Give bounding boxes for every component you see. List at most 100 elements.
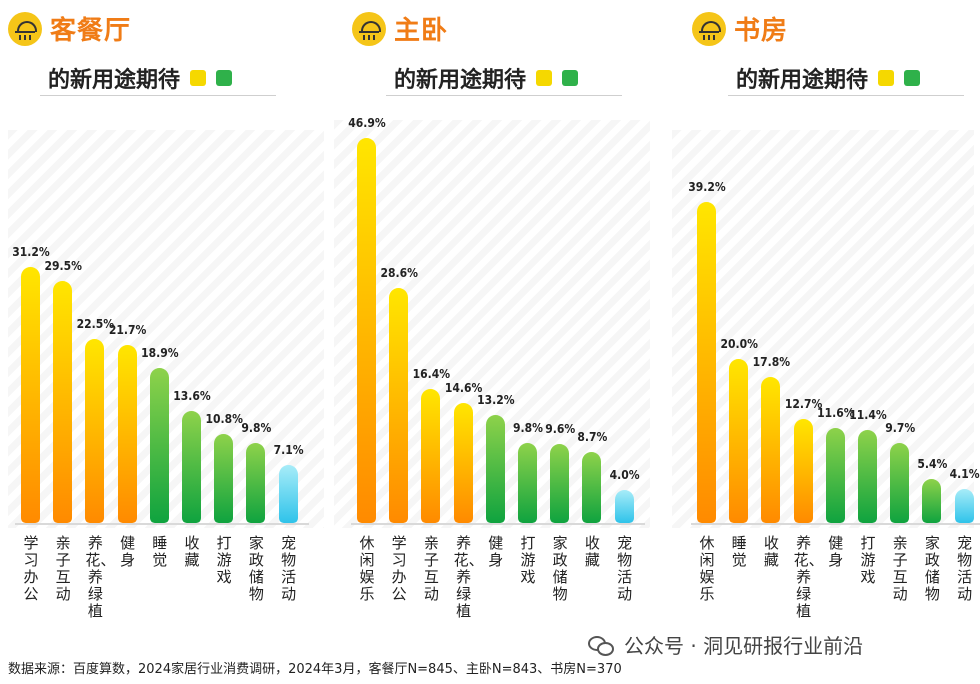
panel-subtitle-row: 的新用途期待 xyxy=(48,62,233,94)
chart-baseline xyxy=(15,523,309,525)
category-label: 休闲娱乐 xyxy=(359,534,375,603)
data-label: 14.6% xyxy=(444,381,483,396)
panel-subtitle-row: 的新用途期待 xyxy=(394,62,579,94)
bar xyxy=(85,338,105,523)
legend-green-swatch xyxy=(562,70,579,86)
category-label: 健身 xyxy=(120,534,136,569)
legend-yellow-swatch xyxy=(878,70,895,86)
data-label: 11.6% xyxy=(817,405,855,420)
bar xyxy=(214,434,234,523)
data-label: 13.6% xyxy=(173,389,211,404)
bar xyxy=(357,138,376,523)
category-label: 学习办公 xyxy=(23,534,39,603)
category-label: 亲子互动 xyxy=(55,534,71,603)
bar xyxy=(697,201,716,523)
panel-subtitle: 的新用途期待 xyxy=(394,68,527,93)
category-label: 亲子互动 xyxy=(892,534,908,603)
bar xyxy=(149,368,169,523)
data-label: 9.8% xyxy=(513,420,543,435)
category-label: 养花、养绿植 xyxy=(85,534,116,620)
category-label: 学习办公 xyxy=(391,534,407,603)
data-label: 17.8% xyxy=(752,355,791,370)
lamp-icon xyxy=(352,11,386,46)
category-label: 打游戏 xyxy=(860,534,876,586)
panel-title: 书房 xyxy=(734,16,789,46)
bar xyxy=(550,444,570,523)
bar xyxy=(954,489,974,523)
category-label: 养花、养绿植 xyxy=(793,534,824,620)
data-label: 13.2% xyxy=(477,392,515,407)
data-label: 46.9% xyxy=(348,116,386,131)
data-label: 22.5% xyxy=(76,316,115,331)
panel-header-2: 主卧 xyxy=(352,10,448,47)
category-label: 睡觉 xyxy=(152,534,168,569)
panel-title: 客餐厅 xyxy=(50,16,132,46)
data-label: 18.9% xyxy=(141,346,179,361)
bar xyxy=(858,429,877,523)
wechat-icon xyxy=(588,634,614,656)
data-label: 12.7% xyxy=(784,396,823,411)
category-label: 宠物活动 xyxy=(617,534,633,603)
category-label: 养花、养绿植 xyxy=(453,534,484,620)
wechat-watermark: 公众号 · 洞见研报行业前沿 xyxy=(588,630,863,659)
source-footnote: 数据来源：百度算数，2024家居行业消费调研，2024年3月，客餐厅N=845、… xyxy=(8,662,622,677)
legend-yellow-swatch xyxy=(190,70,207,86)
data-label: 9.7% xyxy=(885,421,916,436)
bar xyxy=(922,478,942,523)
category-label: 家政储物 xyxy=(924,534,940,603)
data-label: 4.0% xyxy=(609,468,640,483)
data-label: 29.5% xyxy=(44,259,82,274)
bar xyxy=(518,442,537,523)
lamp-icon xyxy=(692,11,726,46)
bar xyxy=(890,443,910,523)
panel-subtitle: 的新用途期待 xyxy=(736,68,869,93)
bar xyxy=(614,490,634,523)
category-label: 亲子互动 xyxy=(423,534,439,603)
subtitle-underline xyxy=(40,95,276,96)
category-label: 家政储物 xyxy=(248,534,264,603)
category-label: 休闲娱乐 xyxy=(699,534,715,603)
data-label: 9.6% xyxy=(545,422,576,437)
category-label: 睡觉 xyxy=(731,534,747,569)
data-label: 5.4% xyxy=(917,456,948,471)
data-label: 11.4% xyxy=(849,407,887,422)
data-label: 16.4% xyxy=(412,366,451,381)
bar xyxy=(485,414,505,523)
bar xyxy=(421,388,441,523)
bar xyxy=(53,281,73,523)
legend-green-swatch xyxy=(904,70,921,86)
bar xyxy=(453,403,473,523)
subtitle-underline xyxy=(728,95,964,96)
data-label: 20.0% xyxy=(720,337,758,351)
category-label: 宠物活动 xyxy=(957,534,973,603)
subtitle-underline xyxy=(386,95,622,96)
category-label: 宠物活动 xyxy=(281,534,297,603)
panel-background-3 xyxy=(672,130,974,528)
data-label: 9.8% xyxy=(241,420,272,435)
watermark-label: 公众号 · 洞见研报行业前沿 xyxy=(624,634,864,658)
category-label: 健身 xyxy=(828,534,844,569)
category-label: 打游戏 xyxy=(216,534,232,586)
data-label: 39.2% xyxy=(688,179,726,194)
category-label: 收藏 xyxy=(763,534,779,569)
bar xyxy=(793,418,813,523)
panel-header-3: 书房 xyxy=(692,10,788,47)
lamp-icon xyxy=(8,11,42,46)
data-label: 21.7% xyxy=(108,323,147,338)
bar xyxy=(825,427,845,523)
bar xyxy=(117,345,137,523)
bar xyxy=(246,442,266,523)
data-label: 4.1% xyxy=(949,467,980,482)
category-label: 家政储物 xyxy=(552,534,568,603)
bar xyxy=(182,411,201,523)
category-label: 健身 xyxy=(488,534,504,569)
chart-baseline xyxy=(691,523,980,525)
data-label: 28.6% xyxy=(380,266,418,281)
panel-title: 主卧 xyxy=(394,16,449,46)
bar xyxy=(761,377,781,523)
panel-subtitle-row: 的新用途期待 xyxy=(736,62,921,94)
data-label: 7.1% xyxy=(273,442,304,457)
legend-yellow-swatch xyxy=(536,70,553,86)
legend-green-swatch xyxy=(216,70,233,86)
category-label: 收藏 xyxy=(584,534,600,569)
